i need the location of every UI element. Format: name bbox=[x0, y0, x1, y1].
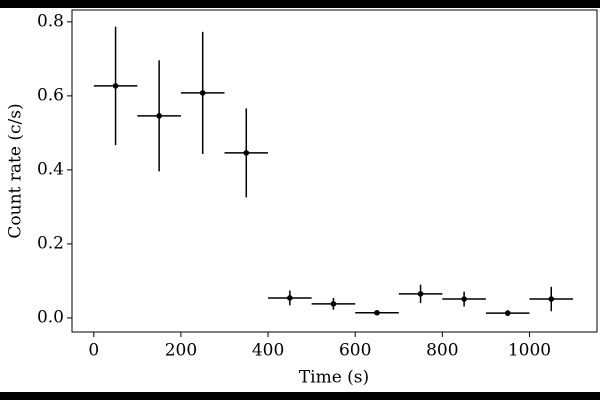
point bbox=[417, 291, 424, 297]
y-axis-label: Count rate (c/s) bbox=[6, 103, 26, 238]
y-tick-label: 0.6 bbox=[37, 85, 64, 105]
y-tick-label: 0.4 bbox=[37, 159, 64, 179]
point bbox=[374, 309, 380, 316]
point bbox=[243, 150, 250, 156]
top-band bbox=[0, 0, 600, 8]
x-tick-label: 200 bbox=[165, 341, 197, 361]
point bbox=[199, 90, 206, 96]
point bbox=[156, 113, 162, 119]
plot-frame bbox=[71, 9, 598, 333]
point bbox=[330, 301, 337, 307]
x-tick-label: 0 bbox=[88, 341, 99, 361]
y-tick-label: 0.0 bbox=[37, 307, 64, 327]
point bbox=[548, 296, 555, 302]
x-tick-label: 400 bbox=[252, 341, 284, 361]
point bbox=[287, 295, 293, 301]
point bbox=[504, 310, 511, 316]
x-axis-label: Time (s) bbox=[299, 368, 369, 388]
x-tick-label: 800 bbox=[426, 341, 458, 361]
x-tick-label: 600 bbox=[339, 341, 371, 361]
x-tick-label: 1000 bbox=[508, 341, 551, 361]
y-tick-label: 0.2 bbox=[37, 233, 64, 253]
point bbox=[461, 296, 467, 302]
y-tick-label: 0.8 bbox=[37, 11, 64, 31]
point bbox=[112, 83, 119, 89]
bottom-band bbox=[0, 392, 600, 400]
